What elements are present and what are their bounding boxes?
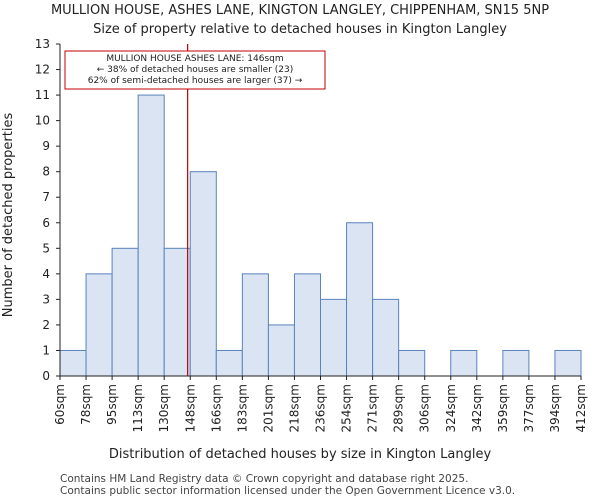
x-tick-label: 113sqm bbox=[131, 384, 145, 432]
y-tick-label: 4 bbox=[42, 267, 50, 281]
y-tick-label: 7 bbox=[42, 190, 50, 204]
x-tick-label: 218sqm bbox=[287, 384, 301, 432]
x-tick-label: 166sqm bbox=[209, 384, 223, 432]
histogram-bar bbox=[241, 273, 269, 377]
histogram-bar bbox=[450, 349, 478, 377]
x-axis-ticks: 60sqm 78sqm 95sqm 113sqm 130sqm 148sqm 166sqm 1… bbox=[53, 376, 588, 432]
x-tick-label: 412sqm bbox=[574, 384, 588, 432]
histogram-bar bbox=[372, 298, 400, 377]
x-tick-label: 95sqm bbox=[105, 384, 119, 425]
x-tick-label: 271sqm bbox=[366, 384, 380, 432]
annotation-box: MULLION HOUSE ASHES LANE: 146sqm ← 38% o… bbox=[64, 50, 326, 90]
histogram-bar bbox=[111, 247, 139, 377]
x-tick-label: 148sqm bbox=[183, 384, 197, 432]
footer-line-1: Contains HM Land Registry data © Crown c… bbox=[60, 473, 468, 485]
chart-title: MULLION HOUSE, ASHES LANE, KINGTON LANGL… bbox=[51, 3, 549, 18]
bars-group bbox=[59, 94, 582, 377]
y-tick-label: 11 bbox=[35, 88, 50, 102]
histogram-bar bbox=[85, 273, 113, 377]
y-tick-label: 9 bbox=[42, 139, 50, 153]
y-axis-title: Number of detached properties bbox=[1, 113, 16, 318]
histogram-bar bbox=[163, 247, 191, 377]
chart-subtitle: Size of property relative to detached ho… bbox=[93, 22, 507, 37]
x-axis-title: Distribution of detached houses by size … bbox=[109, 447, 492, 462]
x-tick-label: 60sqm bbox=[53, 384, 67, 425]
annotation-line-3: 62% of semi-detached houses are larger (… bbox=[88, 76, 303, 86]
x-tick-label: 377sqm bbox=[522, 384, 536, 432]
y-tick-label: 10 bbox=[35, 114, 50, 128]
footer-line-2: Contains public sector information licen… bbox=[60, 485, 515, 497]
y-tick-label: 0 bbox=[42, 369, 50, 383]
annotation-border bbox=[64, 50, 326, 90]
histogram-bar bbox=[293, 273, 322, 377]
annotation-line-2: ← 38% of detached houses are smaller (23… bbox=[97, 65, 294, 75]
histogram-bar bbox=[346, 222, 374, 377]
annotation-line-1: MULLION HOUSE ASHES LANE: 146sqm bbox=[106, 54, 283, 64]
y-tick-label: 6 bbox=[42, 216, 50, 230]
x-tick-label: 289sqm bbox=[392, 384, 406, 432]
y-tick-label: 3 bbox=[42, 292, 50, 306]
histogram-bar bbox=[320, 298, 348, 377]
x-tick-label: 342sqm bbox=[470, 384, 484, 432]
x-tick-label: 236sqm bbox=[314, 384, 328, 432]
x-tick-label: 183sqm bbox=[235, 384, 249, 432]
x-tick-label: 359sqm bbox=[496, 384, 510, 432]
y-tick-label: 13 bbox=[35, 37, 50, 51]
histogram-bar bbox=[215, 349, 243, 377]
histogram-bar bbox=[398, 349, 426, 377]
histogram-bar bbox=[137, 94, 165, 377]
y-tick-label: 5 bbox=[42, 241, 50, 255]
histogram-bar bbox=[189, 171, 217, 377]
x-tick-label: 254sqm bbox=[340, 384, 354, 432]
y-tick-label: 1 bbox=[42, 343, 50, 357]
x-tick-label: 324sqm bbox=[444, 384, 458, 432]
y-tick-label: 12 bbox=[35, 63, 50, 77]
x-tick-label: 78sqm bbox=[79, 384, 93, 425]
histogram-bar bbox=[267, 324, 295, 377]
x-tick-label: 394sqm bbox=[548, 384, 562, 432]
x-tick-label: 130sqm bbox=[157, 384, 171, 432]
y-tick-label: 2 bbox=[42, 318, 50, 332]
histogram-bar bbox=[59, 349, 87, 377]
histogram-bar bbox=[502, 349, 530, 377]
y-tick-label: 8 bbox=[42, 165, 50, 179]
histogram-bar bbox=[554, 349, 582, 377]
x-tick-label: 201sqm bbox=[261, 384, 275, 432]
x-tick-label: 306sqm bbox=[418, 384, 432, 432]
